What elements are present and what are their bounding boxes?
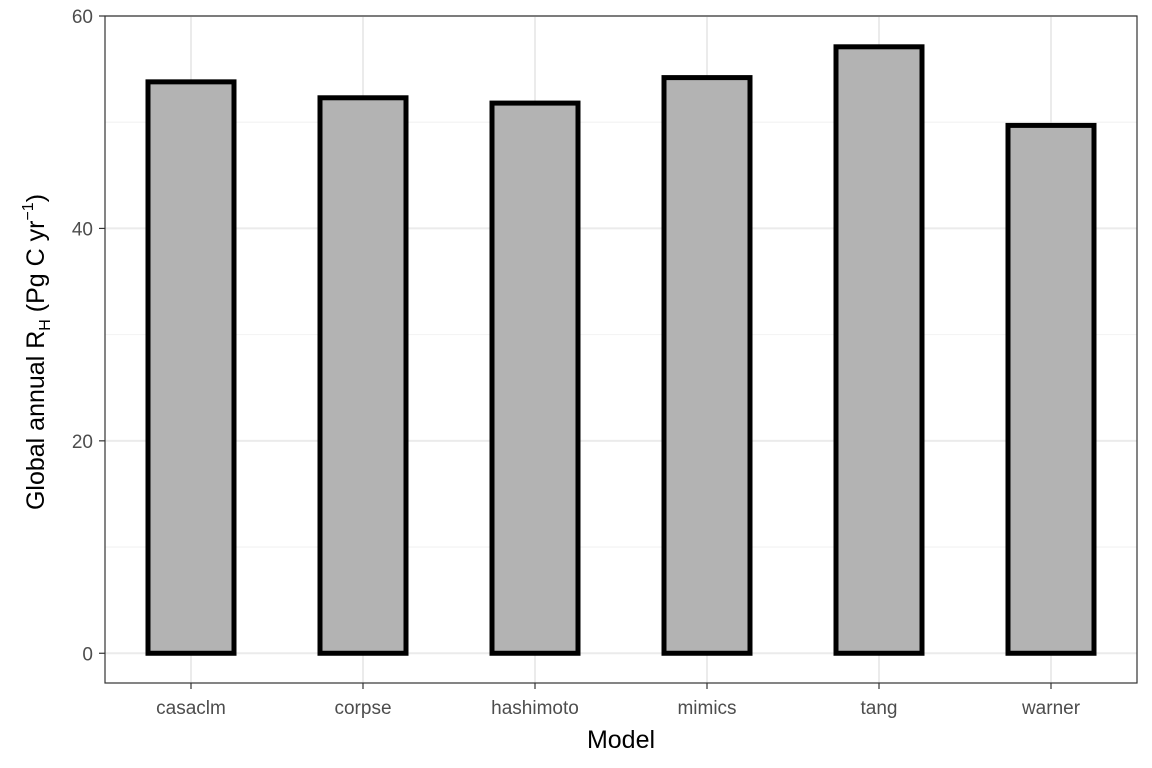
bar-hashimoto	[489, 100, 581, 656]
grid-layer	[105, 15, 1137, 683]
bars-layer	[145, 44, 1097, 656]
x-tick-label-tang: tang	[861, 698, 898, 719]
y-axis-title-superscript: −1	[20, 202, 37, 220]
y-axis-title-close: )	[22, 194, 50, 202]
x-tick-label-mimics: mimics	[677, 698, 736, 719]
x-axis-title: Model	[587, 726, 655, 754]
x-tick-label-hashimoto: hashimoto	[491, 698, 579, 719]
bar-mimics	[661, 75, 753, 656]
x-tick-label-warner: warner	[1021, 698, 1081, 719]
y-tick-label: 60	[72, 7, 93, 28]
bar-tang	[833, 44, 925, 656]
y-tick-label: 40	[72, 219, 93, 240]
y-tick-label: 20	[72, 432, 93, 453]
bar-corpse	[317, 95, 409, 656]
bar-casaclm	[145, 79, 237, 656]
y-axis-title: Global annual RH (Pg C yr−1)	[20, 194, 54, 510]
y-axis-title-units: (Pg C yr	[22, 221, 50, 320]
panel-border	[104, 15, 1138, 684]
bar-warner	[1005, 122, 1097, 656]
x-tick-label-casaclm: casaclm	[156, 698, 226, 719]
y-tick-label: 0	[82, 644, 93, 665]
axes-layer: 0 20 40 60 casaclm corpse hashimoto mimics tang w…	[72, 7, 1081, 719]
y-axis-title-subscript: H	[37, 319, 54, 331]
y-axis-title-main: Global annual R	[22, 331, 50, 510]
x-tick-label-corpse: corpse	[334, 698, 391, 719]
